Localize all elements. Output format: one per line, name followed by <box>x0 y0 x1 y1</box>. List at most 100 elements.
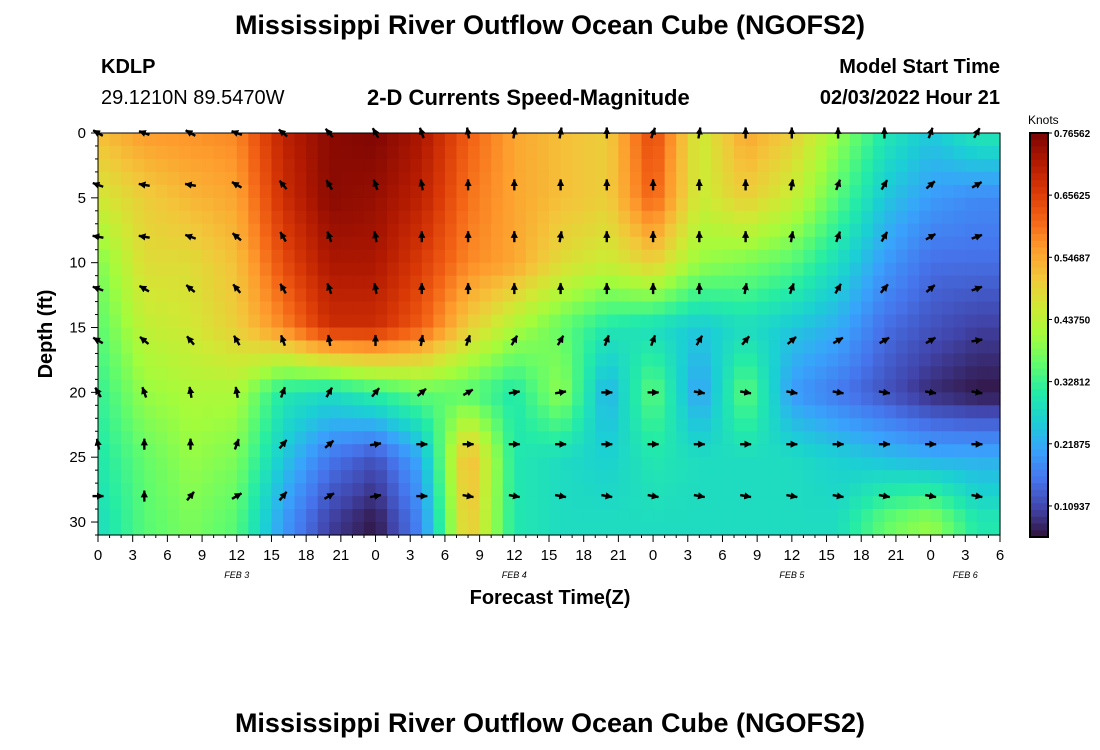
heatmap-cell <box>294 405 307 419</box>
heatmap-cell <box>907 249 920 264</box>
current-vector-arrow <box>925 284 936 294</box>
heatmap-cell <box>988 262 1001 277</box>
colorbar-segment <box>1030 348 1048 356</box>
heatmap-cell <box>849 210 862 225</box>
heatmap-cell <box>791 197 805 212</box>
heatmap-cell <box>919 444 932 458</box>
heatmap-cell <box>664 470 677 484</box>
heatmap-cell <box>306 223 319 238</box>
heatmap-cell <box>988 236 1001 251</box>
heatmap-cell <box>271 145 284 160</box>
heatmap-cell <box>178 314 192 329</box>
heatmap-cell <box>953 353 966 368</box>
heatmap-cell <box>329 379 342 393</box>
heatmap-cell <box>722 197 735 212</box>
heatmap-cell <box>803 262 816 277</box>
heatmap-cell <box>895 145 909 160</box>
heatmap-cell <box>884 210 897 225</box>
heatmap-cell <box>340 366 354 380</box>
heatmap-cell <box>421 249 434 264</box>
heatmap-cell <box>641 405 654 419</box>
heatmap-cell <box>976 184 990 199</box>
heatmap-cell <box>699 522 712 536</box>
heatmap-cell <box>468 301 481 316</box>
heatmap-cell <box>595 496 608 510</box>
heatmap-cell <box>641 197 654 212</box>
heatmap-cell <box>317 158 330 173</box>
heatmap-cell <box>953 327 966 342</box>
heatmap-cell <box>144 171 157 186</box>
heatmap-cell <box>595 184 608 199</box>
heatmap-cell <box>583 509 596 523</box>
heatmap-cell <box>502 353 515 368</box>
heatmap-cell <box>583 314 596 329</box>
heatmap-cell <box>433 366 446 380</box>
heatmap-cell <box>340 158 354 173</box>
heatmap-cell <box>525 431 539 445</box>
heatmap-cell <box>849 145 862 160</box>
heatmap-cell <box>722 262 735 277</box>
heatmap-cell <box>190 262 203 277</box>
heatmap-cell <box>259 496 273 510</box>
heatmap-cell <box>202 392 215 406</box>
heatmap-cell <box>814 405 828 419</box>
heatmap-cell <box>572 392 585 406</box>
current-vector-arrow <box>971 181 983 189</box>
heatmap-cell <box>525 262 539 277</box>
heatmap-cell <box>514 158 527 173</box>
heatmap-cell <box>664 418 677 432</box>
heatmap-cell <box>537 210 550 225</box>
current-vector-arrow <box>693 492 706 500</box>
heatmap-cell <box>132 522 145 536</box>
current-vector-arrow <box>786 335 797 345</box>
heatmap-cell <box>491 431 504 445</box>
heatmap-cell <box>444 236 458 251</box>
heatmap-cell <box>814 145 828 160</box>
current-vector-arrow <box>138 233 150 241</box>
colorbar-segment <box>1030 436 1048 444</box>
heatmap-cell <box>757 418 770 432</box>
heatmap-cell <box>629 133 643 147</box>
heatmap-cell <box>942 249 955 264</box>
heatmap-cell <box>468 133 481 147</box>
heatmap-cell <box>202 236 215 251</box>
heatmap-cell <box>930 366 943 380</box>
heatmap-cell <box>572 223 585 238</box>
heatmap-cell <box>838 158 851 173</box>
heatmap-cell <box>734 509 747 523</box>
heatmap-cell <box>595 288 608 303</box>
heatmap-cell <box>757 301 770 316</box>
heatmap-cell <box>410 470 423 484</box>
heatmap-cell <box>757 171 770 186</box>
colorbar-segment <box>1030 308 1048 316</box>
heatmap-cell <box>803 275 816 290</box>
heatmap-cell <box>502 301 515 316</box>
heatmap-cell <box>248 262 261 277</box>
heatmap-cell <box>132 392 145 406</box>
heatmap-cell <box>375 288 388 303</box>
heatmap-cell <box>421 418 434 432</box>
heatmap-cell <box>444 522 458 536</box>
heatmap-cell <box>734 431 747 445</box>
heatmap-cell <box>236 184 249 199</box>
heatmap-cell <box>618 431 631 445</box>
heatmap-cell <box>248 392 261 406</box>
current-vector-arrow <box>693 388 706 396</box>
heatmap-cell <box>629 509 643 523</box>
heatmap-cell <box>387 483 400 497</box>
heatmap-cell <box>895 236 909 251</box>
heatmap-cell <box>398 223 411 238</box>
heatmap-cell <box>653 210 666 225</box>
heatmap-cell <box>583 249 596 264</box>
heatmap-cell <box>572 210 585 225</box>
heatmap-cell <box>988 301 1001 316</box>
heatmap-cell <box>468 457 481 471</box>
heatmap-cell <box>884 197 897 212</box>
heatmap-cell <box>803 288 816 303</box>
heatmap-cell <box>618 496 631 510</box>
heatmap-cell <box>456 184 469 199</box>
heatmap-cell <box>953 418 966 432</box>
heatmap-cell <box>653 288 666 303</box>
heatmap-cell <box>387 301 400 316</box>
heatmap-cell <box>294 210 307 225</box>
